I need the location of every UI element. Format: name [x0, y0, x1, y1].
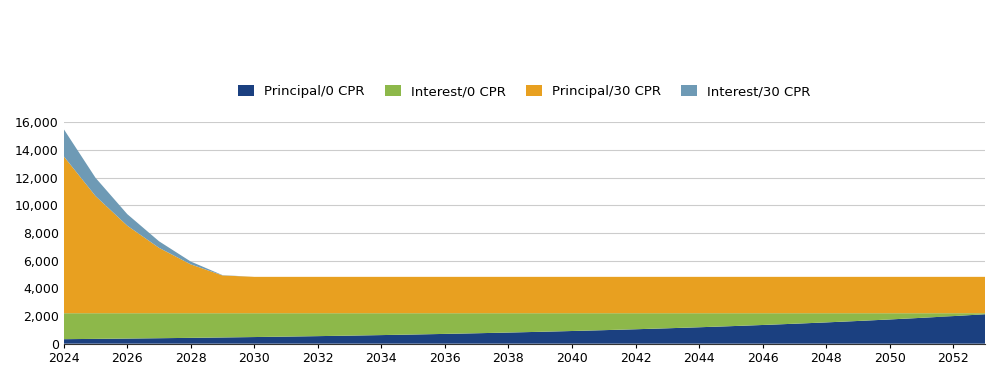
Legend: Principal/0 CPR, Interest/0 CPR, Principal/30 CPR, Interest/30 CPR: Principal/0 CPR, Interest/0 CPR, Princip… — [233, 80, 816, 104]
